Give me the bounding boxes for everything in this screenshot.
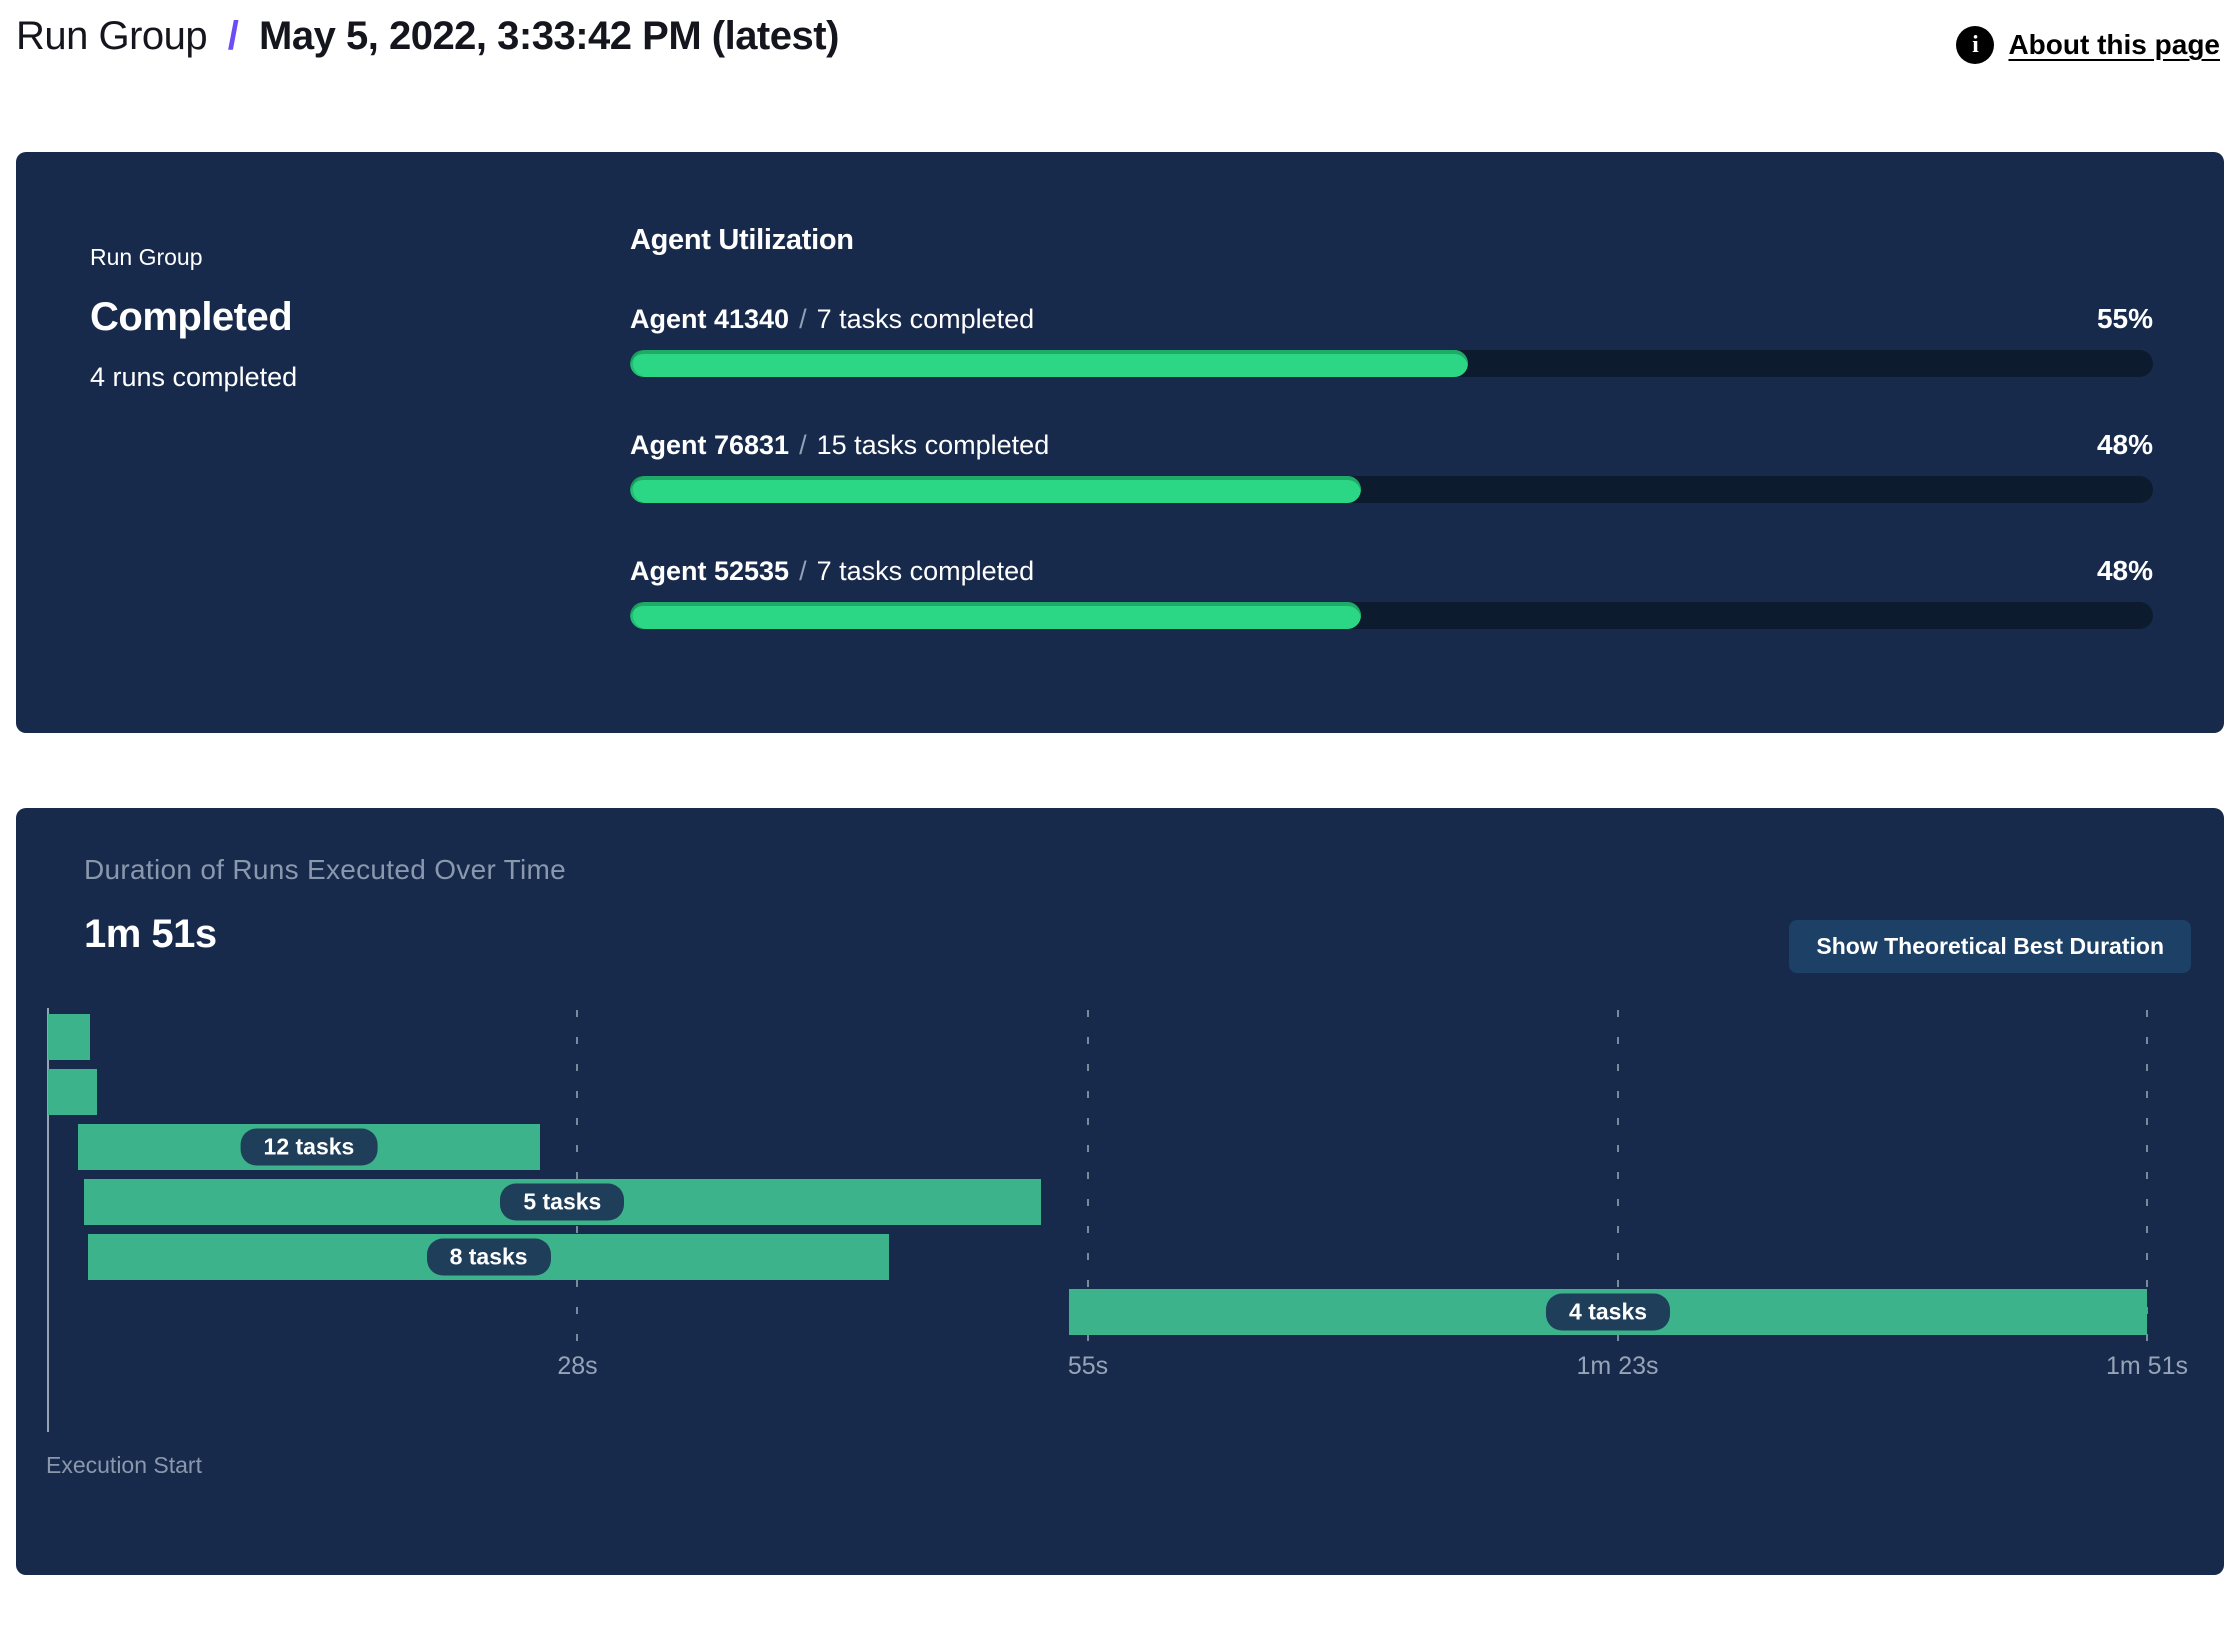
agent-utilization-bar-fill xyxy=(630,602,1362,629)
about-this-page-link[interactable]: i About this page xyxy=(1956,26,2220,64)
agent-utilization-row: Agent 76831 / 15 tasks completed 48% xyxy=(630,429,2153,503)
breadcrumb-root: Run Group xyxy=(16,14,208,58)
run-group-status: Completed xyxy=(90,295,293,339)
x-axis-tick: 28s xyxy=(557,1352,598,1380)
agent-utilization-bar-track xyxy=(630,602,2153,629)
breadcrumb-current: May 5, 2022, 3:33:42 PM (latest) xyxy=(259,14,839,58)
agent-tasks-completed: 15 tasks completed xyxy=(816,430,1050,460)
agent-utilization-title: Agent Utilization xyxy=(630,224,854,256)
x-axis-tick: 55s xyxy=(1067,1352,1109,1380)
duration-chart-title: Duration of Runs Executed Over Time xyxy=(84,854,567,885)
x-axis-tick: 1m 23s xyxy=(1576,1352,1659,1380)
agent-utilization-bar-track xyxy=(630,476,2153,503)
gantt-row xyxy=(48,1014,2147,1060)
task-count-pill: 4 tasks xyxy=(1546,1293,1671,1331)
agent-utilization-row: Agent 52535 / 7 tasks completed 48% xyxy=(630,555,2153,629)
agent-utilization-bar-fill xyxy=(630,350,1468,377)
agent-utilization-percent: 55% xyxy=(2096,303,2153,334)
gridline xyxy=(2146,1010,2148,1345)
page-title: Run Group / May 5, 2022, 3:33:42 PM (lat… xyxy=(16,14,839,59)
runs-completed-count: 4 runs completed xyxy=(90,362,298,392)
run-duration-bar[interactable]: 4 tasks xyxy=(1069,1289,2147,1335)
agent-separator: / xyxy=(799,304,807,334)
agent-tasks-completed: 7 tasks completed xyxy=(816,556,1035,586)
gridline xyxy=(1616,1010,1619,1345)
gantt-row: 8 tasks xyxy=(48,1234,2147,1280)
about-this-page-label: About this page xyxy=(2008,29,2220,60)
task-count-pill: 12 tasks xyxy=(240,1128,378,1166)
gantt-chart: 12 tasks 5 tasks 8 tasks 4 tasks 28s 55s 1m 2… xyxy=(46,1008,2188,1478)
run-duration-bar[interactable]: 12 tasks xyxy=(78,1124,540,1170)
agent-separator: / xyxy=(799,556,807,586)
agent-utilization-bar-fill xyxy=(630,476,1362,503)
gridline xyxy=(1087,1010,1090,1345)
agent-name: Agent 41340 xyxy=(630,304,790,334)
run-group-label: Run Group xyxy=(90,244,203,270)
run-group-status-panel: Run Group Completed 4 runs completed Age… xyxy=(16,152,2224,733)
task-count-pill: 8 tasks xyxy=(426,1238,551,1276)
agent-utilization-bar-track xyxy=(630,350,2153,377)
run-duration-bar[interactable] xyxy=(48,1014,90,1060)
agent-name: Agent 76831 xyxy=(630,430,790,460)
info-icon: i xyxy=(1956,26,1995,64)
run-duration-bar[interactable] xyxy=(48,1069,98,1115)
gridline xyxy=(576,1010,579,1345)
page-header: Run Group / May 5, 2022, 3:33:42 PM (lat… xyxy=(0,0,2240,152)
task-count-pill: 5 tasks xyxy=(500,1183,625,1221)
total-duration-value: 1m 51s xyxy=(84,912,217,956)
breadcrumb-separator: / xyxy=(227,14,239,58)
duration-chart-panel: Duration of Runs Executed Over Time 1m 5… xyxy=(16,808,2224,1575)
run-group-status-column: Run Group Completed 4 runs completed xyxy=(16,152,630,733)
x-axis-tick: 1m 51s xyxy=(2106,1352,2188,1380)
show-theoretical-best-duration-button[interactable]: Show Theoretical Best Duration xyxy=(1789,920,2191,973)
agent-tasks-completed: 7 tasks completed xyxy=(816,304,1035,334)
gantt-row: 5 tasks xyxy=(48,1179,2147,1225)
run-duration-bar[interactable]: 5 tasks xyxy=(83,1179,1041,1225)
gantt-row: 4 tasks xyxy=(48,1289,2147,1335)
agent-utilization-percent: 48% xyxy=(2096,429,2153,460)
agent-utilization-section: Agent Utilization Agent 41340 / 7 tasks … xyxy=(630,152,2224,733)
agent-utilization-row: Agent 41340 / 7 tasks completed 55% xyxy=(630,303,2153,377)
agent-name: Agent 52535 xyxy=(630,556,790,586)
gantt-row: 12 tasks xyxy=(48,1124,2147,1170)
agent-utilization-percent: 48% xyxy=(2096,555,2153,586)
execution-start-label: Execution Start xyxy=(46,1452,202,1478)
gantt-row xyxy=(48,1069,2147,1115)
execution-start-axis-line xyxy=(47,1008,49,1432)
run-duration-bar[interactable]: 8 tasks xyxy=(87,1234,890,1280)
agent-separator: / xyxy=(799,430,807,460)
